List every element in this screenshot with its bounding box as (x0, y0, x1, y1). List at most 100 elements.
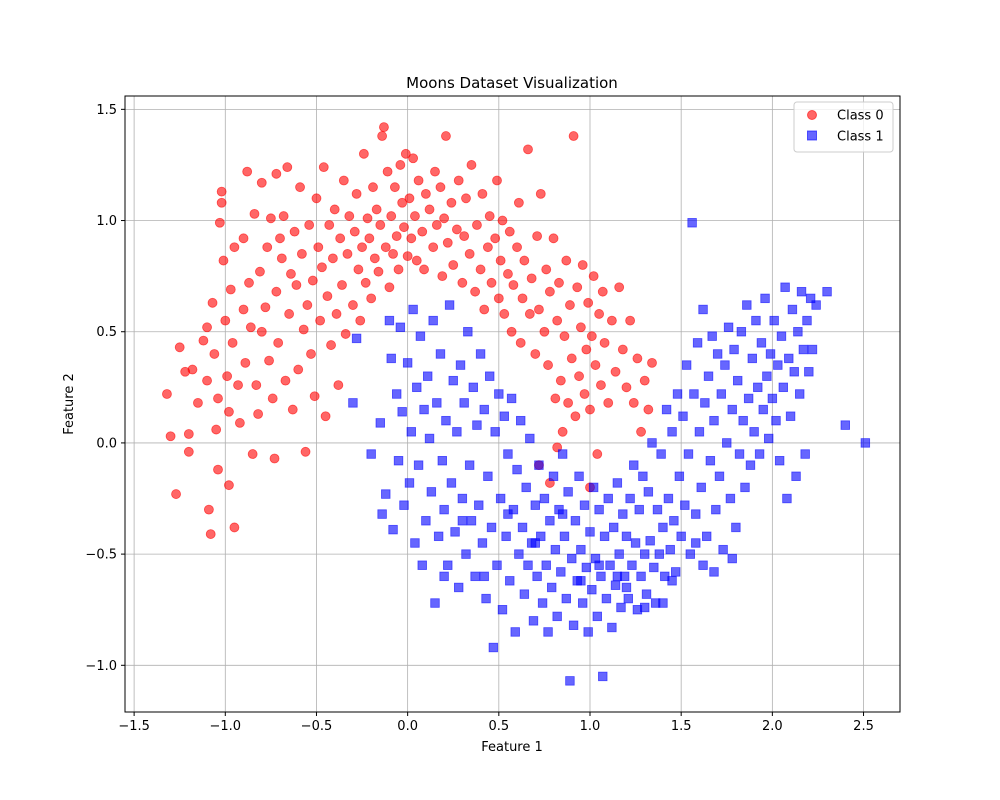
data-point-class-0 (256, 326, 267, 337)
data-point-class-1 (563, 487, 573, 497)
data-point-class-1 (731, 522, 741, 533)
data-point-class-1 (599, 531, 610, 542)
data-point-class-1 (574, 471, 584, 481)
data-point-class-1 (685, 549, 695, 559)
legend-label-class-1: Class 1 (837, 130, 884, 145)
data-point-class-0 (457, 277, 468, 288)
data-point-class-0 (594, 309, 605, 319)
series-1 (348, 218, 871, 686)
data-point-class-1 (804, 367, 814, 377)
data-point-class-0 (446, 197, 457, 208)
data-point-class-1 (811, 300, 821, 310)
legend-marker-class-1 (807, 130, 817, 141)
data-point-class-1 (528, 616, 539, 626)
data-point-class-0 (477, 188, 488, 199)
data-point-class-0 (216, 197, 227, 208)
data-point-class-0 (338, 175, 349, 186)
data-point-class-0 (357, 242, 367, 253)
data-point-class-1 (503, 449, 513, 459)
data-point-class-0 (342, 248, 353, 259)
data-point-class-0 (459, 231, 470, 242)
data-point-class-1 (375, 418, 385, 428)
data-point-class-1 (787, 304, 798, 315)
data-point-class-1 (412, 382, 422, 393)
data-point-class-1 (749, 427, 759, 437)
data-point-class-1 (550, 544, 561, 555)
data-point-class-0 (603, 397, 614, 408)
data-point-class-0 (617, 344, 628, 355)
data-point-class-1 (773, 360, 783, 370)
data-point-class-1 (490, 427, 500, 437)
data-point-class-1 (494, 389, 504, 399)
data-point-class-0 (271, 286, 282, 297)
data-point-class-0 (400, 148, 411, 159)
data-point-class-0 (643, 404, 654, 415)
data-point-class-1 (689, 389, 699, 399)
data-point-class-0 (512, 242, 522, 253)
data-point-class-1 (393, 456, 404, 466)
grid (125, 96, 900, 712)
data-point-class-1 (711, 504, 721, 515)
data-point-class-0 (411, 255, 422, 266)
data-point-class-1 (725, 493, 736, 504)
data-point-class-0 (220, 315, 231, 326)
data-point-class-1 (450, 527, 460, 537)
data-point-class-1 (539, 493, 550, 504)
data-point-class-1 (691, 509, 701, 519)
data-point-class-1 (641, 589, 652, 599)
data-point-class-1 (807, 344, 818, 355)
data-point-class-1 (727, 404, 737, 415)
data-point-class-1 (439, 504, 449, 515)
data-point-class-1 (638, 471, 648, 481)
data-point-class-0 (371, 204, 382, 215)
data-point-class-0 (216, 186, 227, 197)
data-point-class-0 (559, 331, 570, 342)
data-point-class-0 (333, 380, 344, 390)
data-point-class-0 (636, 426, 646, 437)
data-point-class-1 (381, 489, 391, 499)
data-point-class-1 (860, 438, 871, 448)
x-tick-label: −0.5 (301, 719, 333, 734)
data-point-class-0 (265, 213, 276, 224)
data-point-class-1 (413, 460, 424, 470)
data-point-class-0 (535, 188, 546, 199)
data-point-class-0 (358, 148, 369, 159)
data-point-class-1 (463, 327, 473, 337)
data-point-class-0 (610, 366, 621, 377)
data-point-class-1 (435, 349, 446, 359)
data-point-class-0 (548, 233, 559, 244)
data-point-class-1 (729, 344, 739, 355)
data-point-class-0 (287, 404, 298, 415)
data-point-class-0 (402, 251, 413, 262)
data-point-class-0 (344, 211, 355, 221)
data-point-class-0 (561, 255, 572, 266)
data-point-class-1 (802, 315, 812, 326)
data-point-class-1 (754, 449, 765, 459)
data-point-class-0 (475, 264, 486, 275)
data-point-class-0 (448, 260, 459, 270)
data-point-class-0 (554, 277, 564, 288)
chart-title: Moons Dataset Visualization (406, 74, 618, 92)
data-point-class-1 (503, 509, 513, 519)
data-point-class-0 (570, 411, 581, 422)
data-point-class-0 (621, 382, 632, 393)
data-point-class-1 (707, 331, 717, 341)
data-point-class-1 (700, 398, 710, 408)
data-point-class-1 (470, 571, 480, 582)
data-point-class-1 (605, 560, 615, 570)
data-point-class-1 (791, 471, 801, 481)
data-point-class-0 (249, 208, 260, 219)
data-point-class-1 (348, 398, 358, 408)
data-point-class-0 (389, 182, 400, 193)
data-point-class-1 (464, 460, 475, 470)
data-point-class-1 (795, 389, 805, 399)
data-point-class-0 (431, 220, 442, 230)
data-point-class-1 (594, 504, 604, 515)
data-point-class-1 (570, 516, 581, 526)
data-point-class-1 (840, 420, 850, 430)
data-point-class-1 (545, 516, 555, 526)
data-point-class-0 (386, 211, 397, 221)
data-point-class-1 (557, 449, 568, 459)
data-point-class-1 (712, 349, 723, 359)
